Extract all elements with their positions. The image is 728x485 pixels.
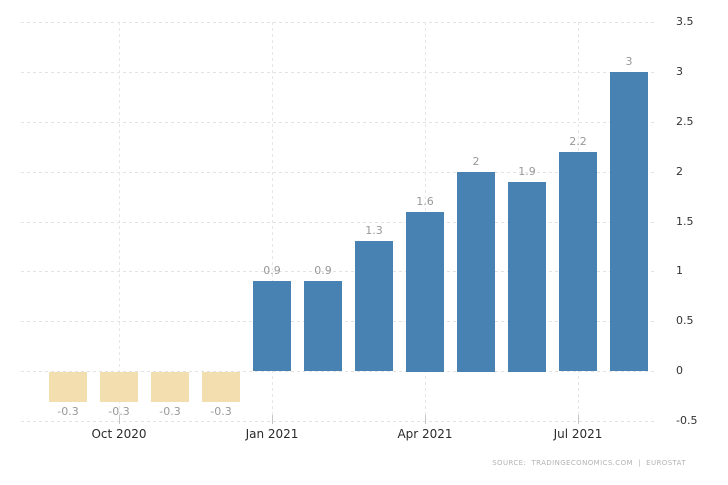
y-axis-tick-label: 3.5 xyxy=(676,15,694,28)
bar-negative xyxy=(100,372,138,402)
gridline-horizontal xyxy=(21,22,655,23)
bar-value-label: -0.3 xyxy=(57,405,79,418)
gridline-horizontal xyxy=(21,271,655,272)
y-axis-tick-label: -0.5 xyxy=(676,414,698,427)
x-axis-tick-label: Apr 2021 xyxy=(397,427,453,441)
bar-negative xyxy=(202,372,240,402)
y-axis-tick-label: 0 xyxy=(676,364,683,377)
y-axis-tick-label: 0.5 xyxy=(676,314,694,327)
bar-positive xyxy=(559,152,597,371)
x-axis-tick xyxy=(425,415,426,424)
x-axis-tick-label: Oct 2020 xyxy=(91,427,147,441)
gridline-horizontal xyxy=(21,172,655,173)
bar-positive xyxy=(253,281,291,371)
bar-value-label: 0.9 xyxy=(314,264,332,277)
x-axis-tick-label: Jan 2021 xyxy=(245,427,299,441)
y-axis-tick-label: 2.5 xyxy=(676,115,694,128)
y-axis-tick-label: 1 xyxy=(676,264,683,277)
bar-negative xyxy=(49,372,87,402)
gridline-horizontal xyxy=(21,122,655,123)
bar-positive xyxy=(355,241,393,371)
bar-value-label: 1.6 xyxy=(416,195,434,208)
y-axis-tick-label: 3 xyxy=(676,65,683,78)
x-axis-tick xyxy=(578,415,579,424)
bar-positive xyxy=(304,281,342,371)
bar-positive xyxy=(406,212,444,372)
bar-value-label: -0.3 xyxy=(210,405,232,418)
bar-value-label: -0.3 xyxy=(159,405,181,418)
x-axis-tick-label: Jul 2021 xyxy=(553,427,603,441)
gridline-horizontal xyxy=(21,421,655,422)
y-axis-tick-label: 2 xyxy=(676,165,683,178)
bar-value-label: 2 xyxy=(472,155,480,168)
gridline-horizontal xyxy=(21,72,655,73)
bar-value-label: 0.9 xyxy=(263,264,281,277)
bar-value-label: 1.9 xyxy=(518,165,536,178)
gridline-vertical xyxy=(119,22,120,421)
bar-positive xyxy=(508,182,546,372)
x-axis-tick xyxy=(119,415,120,424)
bar-value-label: -0.3 xyxy=(108,405,130,418)
bar-value-label: 1.3 xyxy=(365,224,383,237)
y-axis-tick-label: 1.5 xyxy=(676,215,694,228)
gridline-horizontal xyxy=(21,222,655,223)
bar-positive xyxy=(610,72,648,371)
bar-negative xyxy=(151,372,189,402)
source-attribution: SOURCE: TRADINGECONOMICS.COM | EUROSTAT xyxy=(492,459,686,467)
bar-value-label: 2.2 xyxy=(569,135,587,148)
gridline-horizontal xyxy=(21,371,655,372)
bar-positive xyxy=(457,172,495,372)
gridline-vertical xyxy=(272,22,273,421)
x-axis-tick xyxy=(272,415,273,424)
bar-value-label: 3 xyxy=(625,55,633,68)
